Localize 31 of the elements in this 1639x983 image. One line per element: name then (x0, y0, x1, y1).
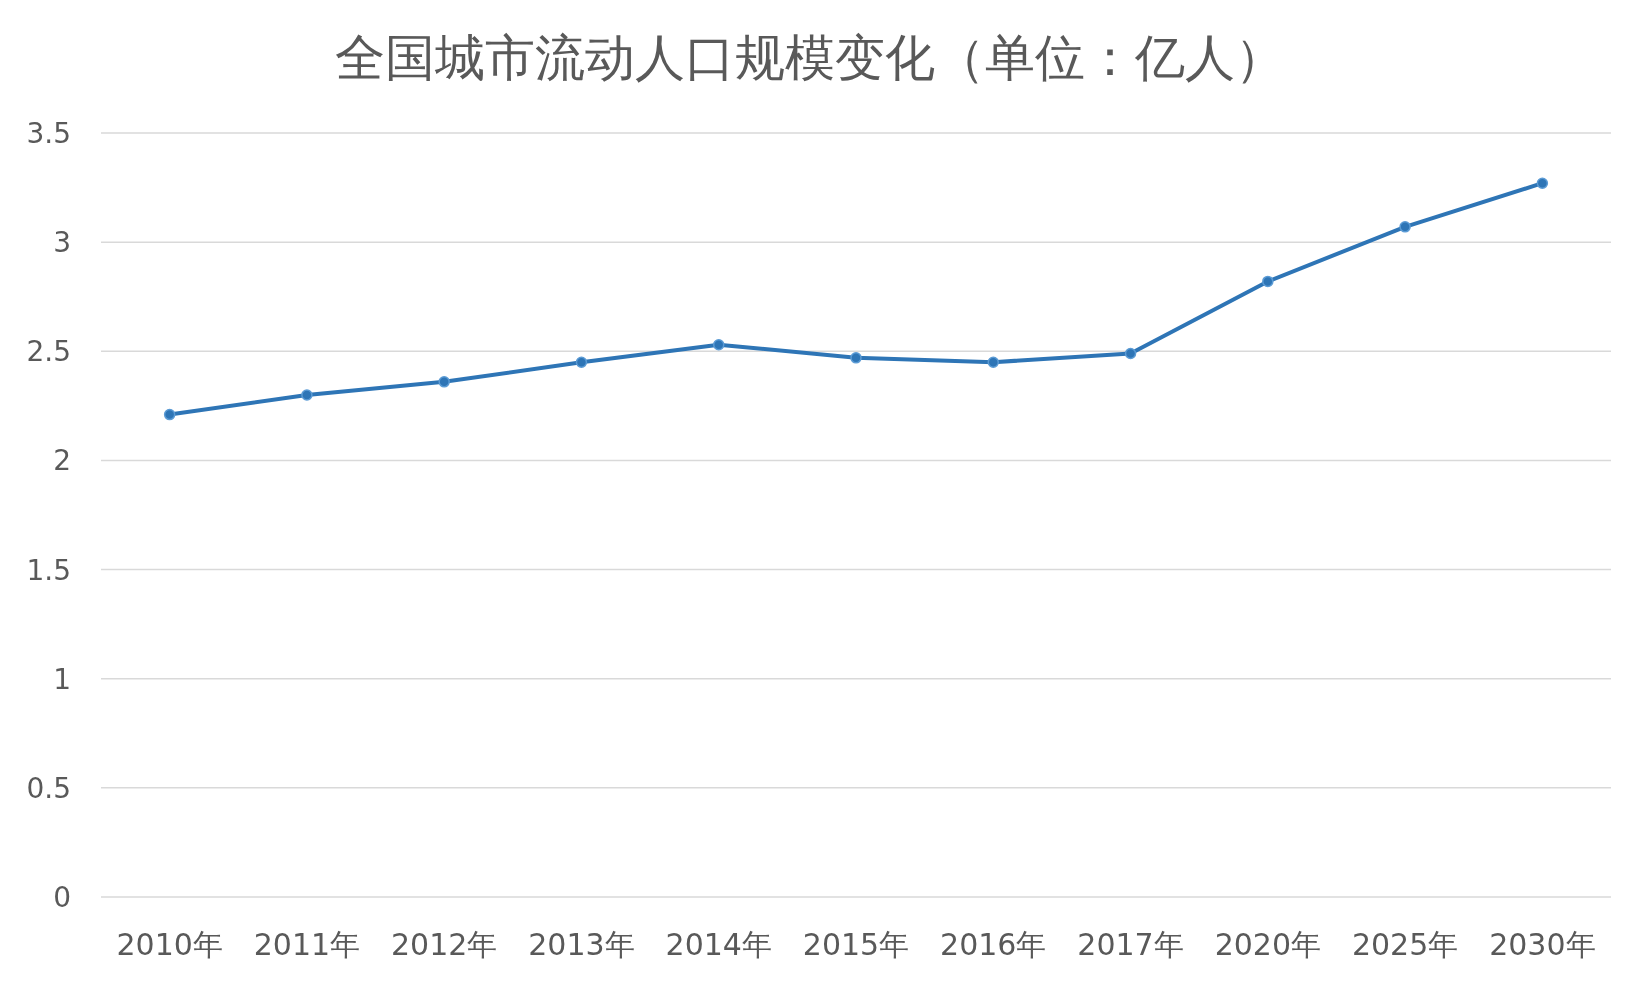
x-tick-label: 2020年 (1214, 927, 1321, 962)
point (850, 352, 862, 364)
x-tick-label: 2011年 (253, 927, 361, 962)
y-tick-label: 0.5 (26, 771, 71, 805)
x-tick-label: 2014年 (665, 927, 772, 962)
x-tick-label: 2016年 (940, 927, 1047, 962)
point (438, 376, 450, 388)
y-tick-label: 2 (53, 444, 71, 478)
point (1399, 221, 1411, 233)
point (987, 356, 1000, 368)
y-tick-label: 0 (53, 881, 71, 914)
point (1262, 275, 1274, 288)
x-tick-label: 2010年 (116, 927, 223, 962)
y-tick-label: 3.5 (26, 117, 71, 150)
point (712, 338, 725, 351)
point (1536, 177, 1549, 189)
x-tick-label: 2025年 (1351, 927, 1459, 962)
y-tick-label: 3 (53, 226, 71, 260)
y-tick-label: 2.5 (26, 335, 71, 369)
point (1124, 347, 1137, 360)
chart-title: 全国城市流动人口规模变化（单位：亿人） (335, 29, 1285, 87)
x-tick-label: 2017年 (1077, 927, 1184, 962)
x-tick-label: 2012年 (391, 927, 498, 962)
point (163, 408, 176, 421)
point (575, 356, 588, 368)
x-tick-label: 2013年 (528, 927, 635, 962)
y-tick-label: 1.5 (26, 553, 71, 587)
y-tick-label: 1 (53, 662, 71, 696)
x-tick-label: 2015年 (802, 927, 910, 962)
point (301, 389, 313, 401)
x-tick-label: 2030年 (1489, 927, 1596, 962)
